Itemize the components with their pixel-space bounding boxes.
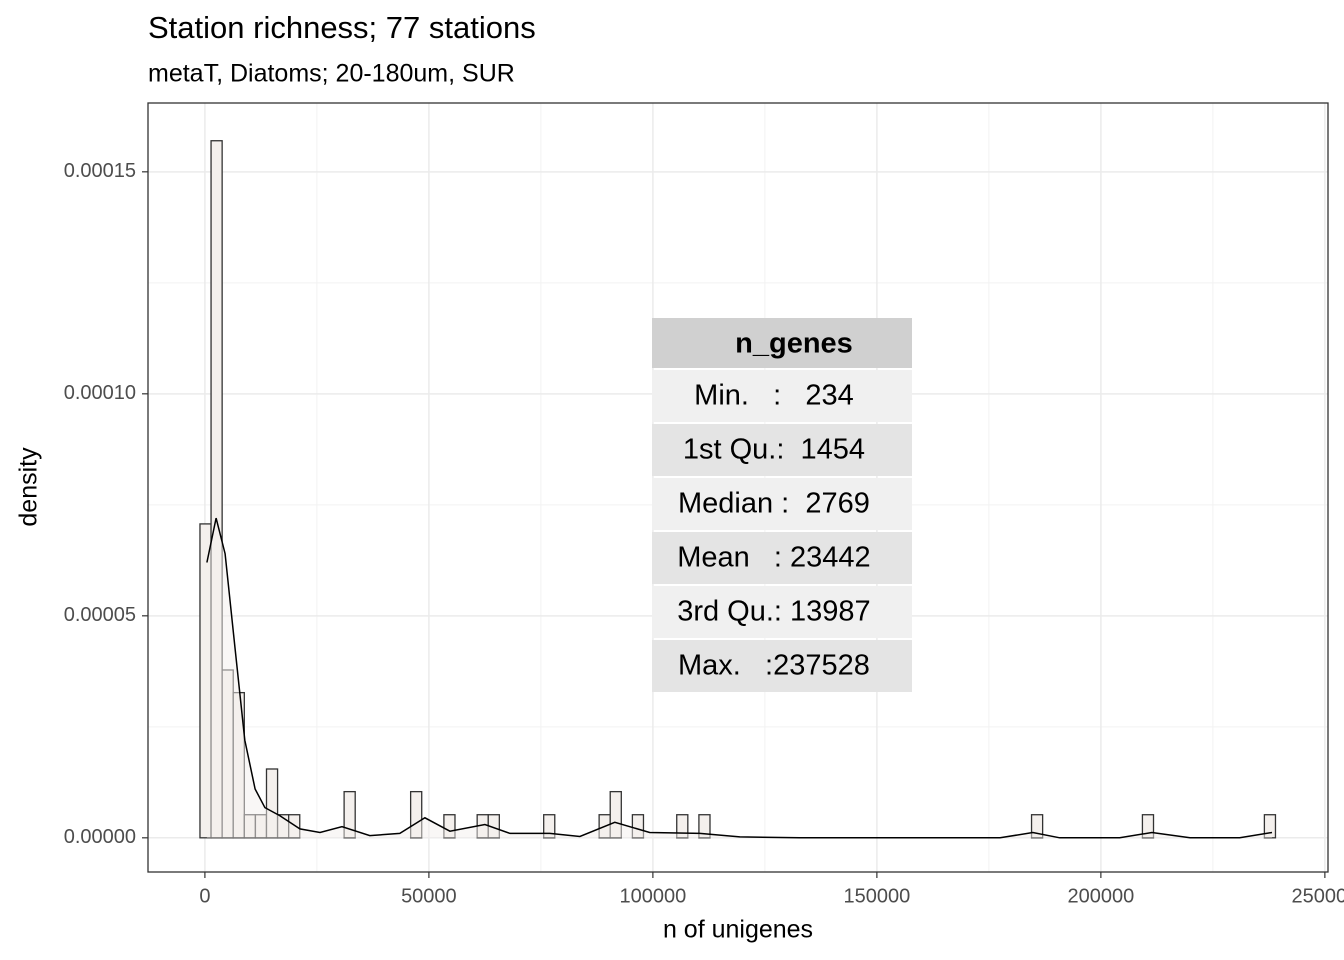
table-cell: Median : 2769 (678, 488, 886, 520)
table-row-bg (652, 370, 912, 422)
x-tick-label: 0 (199, 885, 210, 907)
table-cell: 3rd Qu.: 13987 (677, 596, 887, 628)
table-row-bg (652, 424, 912, 476)
table-row-bg (652, 640, 912, 692)
table-row-bg (652, 586, 912, 638)
table-header-bg (652, 318, 912, 368)
x-tick-label: 150000 (844, 885, 911, 907)
x-tick-label: 100000 (620, 885, 687, 907)
table-cell: 1st Qu.: 1454 (683, 434, 881, 466)
y-tick-label: 0.00000 (64, 826, 136, 848)
table-cell: Max. :237528 (678, 650, 886, 682)
y-axis-title: density (15, 447, 43, 527)
table-row-bg (652, 532, 912, 584)
table-header: n_genes (735, 328, 853, 360)
chart-subtitle: metaT, Diatoms; 20-180um, SUR (148, 60, 515, 88)
y-tick-label: 0.00015 (64, 160, 136, 182)
x-axis-title: n of unigenes (663, 916, 813, 944)
density-line (206, 517, 1273, 839)
x-tick-label: 200000 (1067, 885, 1134, 907)
plot-border (147, 102, 1329, 873)
chart-title: Station richness; 77 stations (148, 10, 536, 45)
y-tick-label: 0.00005 (64, 604, 136, 626)
table-cell: Min. : 234 (694, 380, 870, 412)
table-row-bg (652, 478, 912, 530)
x-tick-label: 50000 (401, 885, 457, 907)
y-tick-label: 0.00010 (64, 382, 136, 404)
table-cell: Mean : 23442 (677, 542, 887, 574)
